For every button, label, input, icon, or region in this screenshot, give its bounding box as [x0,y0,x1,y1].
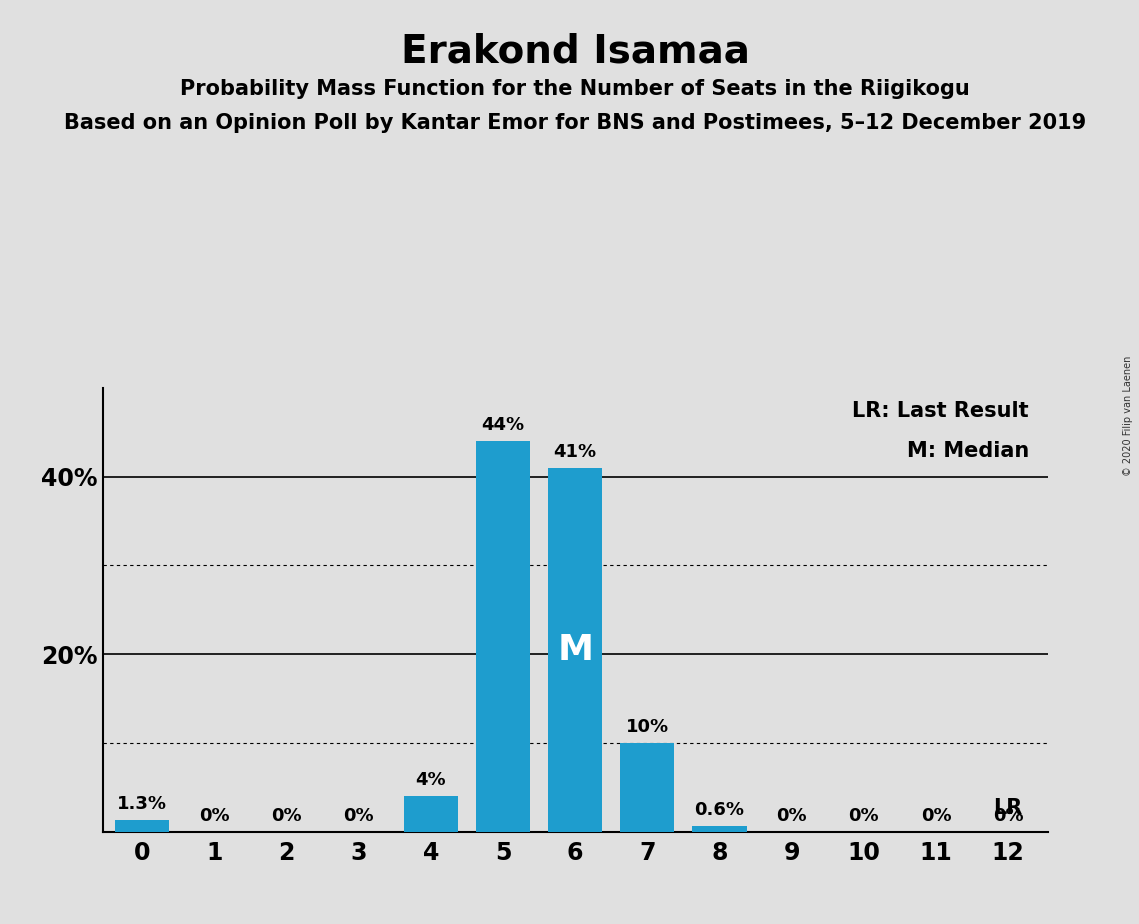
Text: 0%: 0% [271,807,302,824]
Text: 4%: 4% [416,771,446,789]
Text: 0%: 0% [777,807,808,824]
Text: LR: LR [993,798,1023,819]
Text: 0.6%: 0.6% [695,801,745,820]
Bar [693,826,746,832]
Text: 41%: 41% [554,443,597,461]
Text: Erakond Isamaa: Erakond Isamaa [401,32,749,70]
Text: LR: Last Result: LR: Last Result [852,401,1029,421]
Bar [476,442,530,832]
Text: 44%: 44% [482,416,525,434]
Text: 0%: 0% [199,807,230,824]
Text: 0%: 0% [920,807,951,824]
Bar [621,743,674,832]
Text: 0%: 0% [993,807,1024,824]
Text: 1.3%: 1.3% [117,795,167,813]
Text: Probability Mass Function for the Number of Seats in the Riigikogu: Probability Mass Function for the Number… [180,79,970,99]
Text: 0%: 0% [849,807,879,824]
Text: M: M [557,633,593,667]
Text: M: Median: M: Median [907,442,1029,461]
Text: © 2020 Filip van Laenen: © 2020 Filip van Laenen [1123,356,1133,476]
Text: 10%: 10% [625,718,669,736]
Text: 0%: 0% [343,807,374,824]
Bar [404,796,458,832]
Bar [548,468,603,832]
Text: Based on an Opinion Poll by Kantar Emor for BNS and Postimees, 5–12 December 201: Based on an Opinion Poll by Kantar Emor … [64,113,1087,133]
Bar [115,821,170,832]
